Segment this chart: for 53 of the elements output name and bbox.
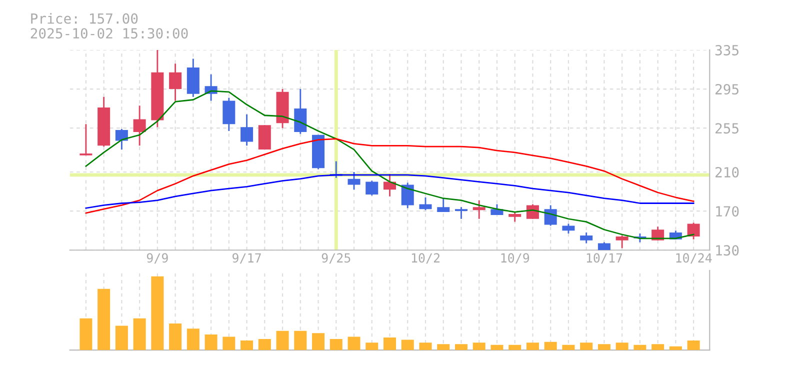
- bar: [634, 344, 646, 350]
- bar: [526, 342, 539, 350]
- bar: [419, 342, 432, 350]
- bar: [330, 338, 342, 350]
- y-tick-label: 170: [716, 206, 739, 217]
- bar: [544, 342, 557, 350]
- bar: [186, 328, 200, 350]
- bar: [508, 344, 522, 350]
- bar: [580, 342, 593, 350]
- bar: [437, 344, 450, 350]
- bar: [687, 340, 700, 350]
- bar: [384, 338, 396, 350]
- bar: [562, 344, 575, 350]
- bar: [454, 344, 468, 350]
- bar: [276, 330, 289, 350]
- y-tick-label: 295: [716, 84, 738, 95]
- bar: [80, 318, 92, 350]
- x-tick-label: 10/9: [501, 253, 530, 264]
- bar: [366, 342, 378, 350]
- x-tick-label: 10/2: [412, 253, 440, 264]
- chart-subtitle: 2025-10-02 15:30:00: [30, 28, 188, 39]
- bar: [652, 344, 664, 350]
- y-tick-label: 130: [716, 245, 739, 256]
- bar: [98, 288, 110, 350]
- candlestick: [454, 207, 468, 219]
- bar: [204, 334, 218, 350]
- bar: [401, 340, 414, 350]
- bar: [312, 333, 325, 350]
- x-tick-label: 9/9: [146, 253, 168, 264]
- bar: [222, 336, 236, 350]
- bar: [294, 330, 307, 350]
- bar: [169, 324, 182, 350]
- y-tick-label: 335: [715, 44, 738, 56]
- x-tick-label: 9/17: [232, 253, 261, 264]
- bar: [151, 276, 164, 350]
- bar: [472, 342, 486, 350]
- bar: [258, 338, 271, 350]
- x-tick-label: 10/24: [676, 253, 712, 264]
- line-series: [85, 138, 694, 214]
- candlestick: [80, 124, 92, 156]
- chart-title: Price: 157.00: [31, 13, 138, 24]
- y-tick-label: 255: [716, 123, 738, 134]
- x-tick-label: 9/25: [322, 253, 350, 264]
- x-tick-label: 10/17: [586, 253, 622, 264]
- bar: [115, 326, 128, 350]
- bar: [348, 336, 360, 350]
- bar: [240, 340, 254, 350]
- bar: [616, 342, 628, 350]
- y-tick-label: 210: [716, 167, 739, 178]
- bar: [490, 344, 504, 350]
- bar: [669, 346, 682, 350]
- bar: [598, 344, 610, 350]
- bar: [133, 318, 146, 350]
